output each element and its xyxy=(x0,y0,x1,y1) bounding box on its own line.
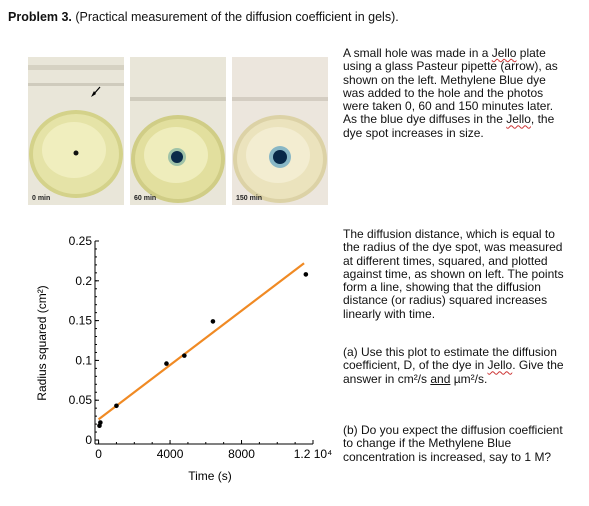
x-tick-label: 8000 xyxy=(228,447,255,461)
y-tick-label: 0.15 xyxy=(69,314,93,328)
y-tick-label: 0.1 xyxy=(75,353,92,367)
chart-axes xyxy=(94,240,314,445)
data-point xyxy=(182,353,187,358)
petri-dish-150-min xyxy=(232,57,328,205)
data-point xyxy=(210,319,216,324)
description-text: A small hole was made in a Jello plate u… xyxy=(343,46,565,151)
data-point xyxy=(114,403,119,409)
y-axis-label: Radius squared (cm²) xyxy=(35,285,49,400)
chart-tick-labels: 0 4000 8000 1.2 10⁴ 0 0.05 0.1 0.15 0.2 0.25 xyxy=(69,234,333,461)
photo-caption-150: 150 min xyxy=(236,195,263,202)
photo-0-min: 0 min xyxy=(28,57,124,205)
photo-caption-0: 0 min xyxy=(32,195,51,202)
x-tick-label: 1.2 10⁴ xyxy=(294,447,333,461)
question-a: (a) Use this plot to estimate the diffus… xyxy=(343,345,564,386)
data-point xyxy=(164,361,169,366)
photo-60-min: 60 min xyxy=(130,57,226,205)
problem-number: Problem 3. xyxy=(8,10,72,24)
fit-line xyxy=(97,262,305,421)
description-plot: The diffusion distance, which is equal t… xyxy=(343,227,565,332)
paragraph-plot: The diffusion distance, which is equal t… xyxy=(343,227,564,321)
data-point xyxy=(303,272,309,277)
petri-dish-0-min xyxy=(28,57,124,205)
x-tick-label: 0 xyxy=(95,447,102,461)
y-tick-label: 0.25 xyxy=(69,234,93,248)
chart-points xyxy=(97,272,309,428)
photo-caption-60: 60 min xyxy=(134,195,157,202)
x-axis-label: Time (s) xyxy=(188,469,232,483)
y-tick-label: 0.05 xyxy=(69,393,93,407)
x-tick-label: 4000 xyxy=(157,447,184,461)
y-tick-label: 0 xyxy=(85,433,92,447)
question-b: (b) Do you expect the diffusion coeffici… xyxy=(343,423,563,464)
diffusion-chart: 0 4000 8000 1.2 10⁴ 0 0.05 0.1 0.15 0.2 0.25 Time… xyxy=(35,234,333,483)
photo-150-min: 150 min xyxy=(232,57,328,205)
problem-subtitle: (Practical measurement of the diffusion … xyxy=(71,10,399,24)
petri-dish-60-min xyxy=(130,57,226,205)
paragraph-experiment: A small hole was made in a Jello plate u… xyxy=(343,46,558,140)
problem-title: Problem 3. (Practical measurement of the… xyxy=(8,10,399,24)
data-point xyxy=(98,420,103,425)
y-tick-label: 0.2 xyxy=(75,274,92,288)
